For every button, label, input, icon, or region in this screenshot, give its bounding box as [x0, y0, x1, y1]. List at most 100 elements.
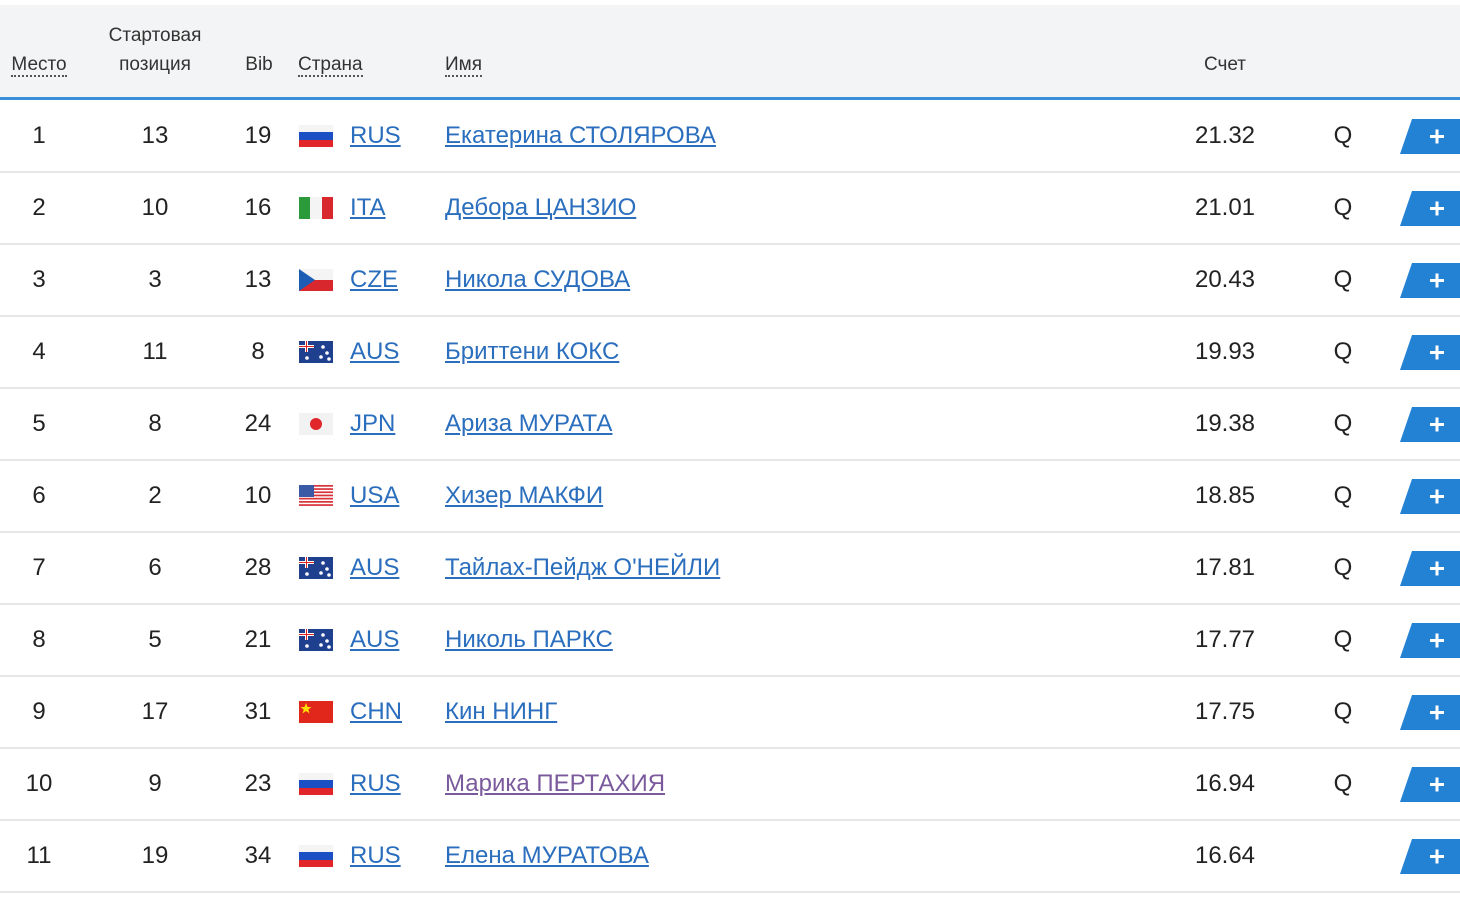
expand-button[interactable] [1398, 333, 1460, 371]
col-place[interactable]: Место [11, 54, 67, 77]
athlete-link[interactable]: Тайлах-Пейдж О'НЕЙЛИ [445, 554, 721, 581]
flag-part [310, 197, 322, 219]
col-country[interactable]: Страна [298, 54, 363, 77]
place: 7 [32, 554, 46, 581]
country-cell: ITA [350, 173, 386, 243]
name-cell: Ариза МУРАТА [445, 389, 612, 459]
table-row: 8 5 21 AUS Николь ПАРКС 17.77 Q [0, 605, 1460, 677]
flag-part [306, 557, 307, 568]
athlete-link[interactable]: Кин НИНГ [445, 698, 558, 725]
start-position: 10 [141, 194, 169, 221]
bib: 28 [244, 554, 272, 581]
table-row: 9 17 31 CHN Кин НИНГ 17.75 Q [0, 677, 1460, 749]
country-cell: AUS [350, 533, 399, 603]
table-header: Место Стартовая позиция Bib Страна Имя С… [0, 5, 1460, 100]
country-cell: JPN [350, 389, 395, 459]
flag-part [299, 485, 333, 487]
flag-part [299, 488, 333, 490]
bib: 16 [244, 194, 272, 221]
country-link[interactable]: USA [350, 482, 400, 509]
table-row: 11 19 34 RUS Елена МУРАТОВА 16.64 [0, 821, 1460, 893]
expand-button[interactable] [1398, 549, 1460, 587]
expand-button[interactable] [1398, 477, 1460, 515]
qualification: Q [1333, 194, 1353, 221]
bib: 21 [244, 626, 272, 653]
athlete-link[interactable]: Елена МУРАТОВА [445, 842, 649, 869]
flag [299, 773, 333, 795]
bib: 8 [251, 338, 265, 365]
expand-button[interactable] [1398, 621, 1460, 659]
flag-part [327, 357, 331, 361]
expand-button[interactable] [1398, 765, 1460, 803]
score: 17.81 [1194, 554, 1256, 581]
expand-button[interactable] [1398, 837, 1460, 875]
athlete-link[interactable]: Марика ПЕРТАХИЯ [445, 770, 666, 797]
country-cell: AUS [350, 317, 399, 387]
place: 5 [32, 410, 46, 437]
bib: 23 [244, 770, 272, 797]
athlete-link[interactable]: Николь ПАРКС [445, 626, 613, 653]
flag-part [325, 639, 329, 643]
expand-button[interactable] [1398, 693, 1460, 731]
athlete-link[interactable]: Екатерина СТОЛЯРОВА [445, 122, 716, 149]
athlete-link[interactable]: Никола СУДОВА [445, 266, 631, 293]
flag-part [327, 645, 331, 649]
flag [299, 701, 333, 723]
flag-part [310, 418, 322, 430]
expand-button[interactable] [1398, 261, 1460, 299]
place: 11 [26, 842, 52, 869]
flag-part [299, 845, 333, 852]
country-link[interactable]: RUS [350, 842, 401, 869]
score: 19.93 [1194, 338, 1256, 365]
expand-button[interactable] [1398, 189, 1460, 227]
flag [299, 125, 333, 147]
flag-part [299, 132, 333, 140]
country-cell: AUS [350, 605, 399, 675]
col-score: Счет [1203, 54, 1247, 75]
country-link[interactable]: ITA [350, 194, 386, 221]
place: 6 [32, 482, 46, 509]
table-row: 10 9 23 RUS Марика ПЕРТАХИЯ 16.94 Q [0, 749, 1460, 821]
country-link[interactable]: RUS [350, 770, 401, 797]
flag-part [299, 125, 333, 132]
score: 20.43 [1194, 266, 1256, 293]
col-name[interactable]: Имя [445, 54, 483, 77]
flag-part [299, 494, 333, 497]
place: 2 [32, 194, 46, 221]
expand-button[interactable] [1398, 117, 1460, 155]
athlete-link[interactable]: Дебора ЦАНЗИО [445, 194, 637, 221]
score: 18.85 [1194, 482, 1256, 509]
flag-part [306, 629, 307, 640]
expand-button[interactable] [1398, 405, 1460, 443]
place: 1 [32, 122, 46, 149]
flag [299, 485, 333, 506]
flag-part [299, 788, 333, 795]
athlete-link[interactable]: Ариза МУРАТА [445, 410, 613, 437]
athlete-link[interactable]: Хизер МАКФИ [445, 482, 604, 509]
country-link[interactable]: CHN [350, 698, 402, 725]
bib: 10 [244, 482, 272, 509]
flag-part [299, 485, 314, 497]
table-row: 5 8 24 JPN Ариза МУРАТА 19.38 Q [0, 389, 1460, 461]
country-link[interactable]: AUS [350, 338, 400, 365]
athlete-link[interactable]: Бриттени КОКС [445, 338, 620, 365]
start-position: 9 [148, 770, 162, 797]
flag-part [319, 355, 323, 359]
flag-part [319, 643, 323, 647]
country-cell: USA [350, 461, 399, 531]
flag-part [305, 572, 309, 576]
flag-part [299, 504, 333, 506]
country-link[interactable]: JPN [350, 410, 396, 437]
country-cell: RUS [350, 821, 401, 891]
qualification: Q [1333, 482, 1353, 509]
country-link[interactable]: CZE [350, 266, 398, 293]
flag [299, 845, 333, 867]
col-start: Стартовая позиция [108, 25, 202, 75]
flag-part [299, 860, 333, 867]
country-link[interactable]: RUS [350, 122, 401, 149]
country-link[interactable]: AUS [350, 554, 400, 581]
flag-part [299, 780, 333, 788]
country-link[interactable]: AUS [350, 626, 400, 653]
qualification: Q [1333, 338, 1353, 365]
score: 16.94 [1194, 770, 1256, 797]
